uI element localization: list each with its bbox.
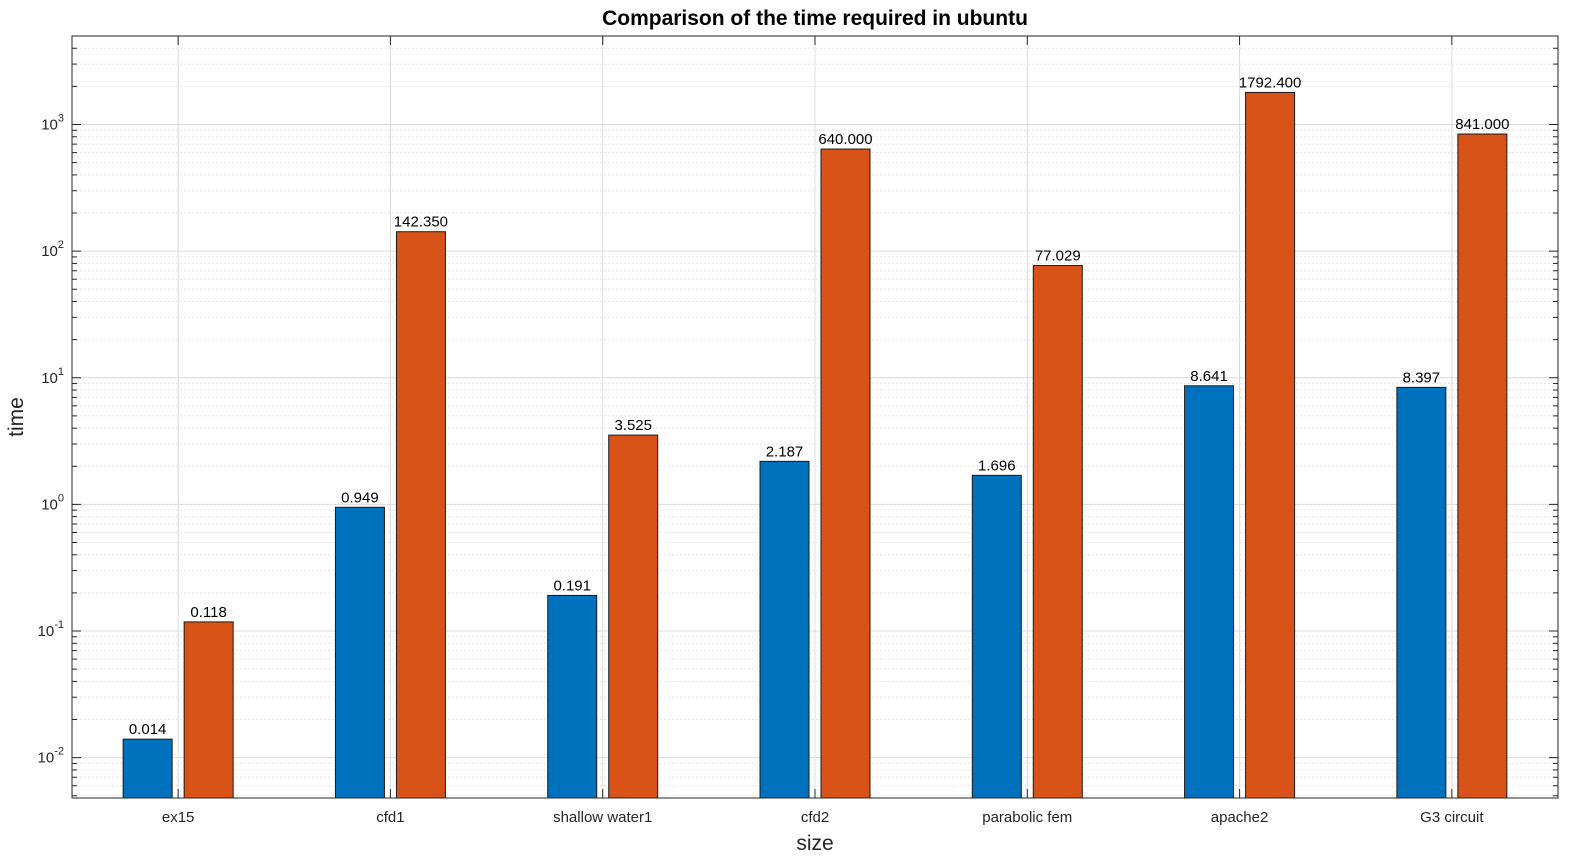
x-tick-label: cfd1: [376, 809, 404, 826]
y-tick-label: 103: [41, 113, 64, 134]
bar-value-label: 0.191: [553, 577, 591, 594]
bar: [1032, 264, 1083, 799]
bar: [334, 506, 385, 799]
y-axis-label: time: [5, 397, 28, 437]
bar-value-label: 1792.400: [1239, 74, 1302, 91]
bar: [1396, 386, 1447, 799]
bar: [183, 621, 234, 799]
bar: [759, 460, 810, 799]
bar-value-label: 640.000: [818, 131, 872, 148]
bar: [820, 148, 871, 799]
bar-value-label: 0.118: [190, 604, 226, 621]
bar-value-label: 8.641: [1190, 368, 1228, 385]
bar-value-label: 8.397: [1403, 369, 1441, 386]
y-tick-label: 102: [41, 239, 64, 260]
y-tick-label: 100: [41, 492, 64, 513]
bar: [122, 738, 173, 799]
x-axis-label: size: [796, 832, 833, 855]
bar-value-label: 142.350: [394, 214, 448, 231]
x-tick-label: shallow water1: [553, 809, 652, 826]
data-labels: 0.014 0.949 0.191 2.187 1.696 8.641 8.397 0.118…: [129, 74, 1510, 738]
bar-value-label: 841.000: [1455, 116, 1509, 133]
x-tick-label: cfd2: [801, 809, 829, 826]
bar: [1184, 385, 1235, 799]
bar-value-label: 0.014: [129, 721, 167, 738]
y-tick-label: 10-1: [38, 619, 64, 640]
x-tick-label: parabolic fem: [982, 809, 1072, 826]
bar: [1245, 91, 1296, 799]
y-tick-label: 101: [41, 366, 64, 387]
bar-value-label: 0.949: [341, 489, 379, 506]
bar: [395, 231, 446, 799]
ticks: 10-2 10-1 100 101 102 103 ex15 cfd1 shallow wate…: [38, 35, 1558, 826]
bar: [1457, 133, 1508, 799]
chart-title: Comparison of the time required in ubunt…: [602, 7, 1028, 30]
bar: [547, 594, 598, 799]
bar-value-label: 1.696: [978, 457, 1016, 474]
x-tick-label: apache2: [1211, 809, 1269, 826]
bar-value-label: 2.187: [766, 443, 804, 460]
bar: [608, 434, 659, 799]
bar: [971, 474, 1022, 799]
x-tick-label: G3 circuit: [1420, 809, 1484, 826]
grid: [72, 35, 1558, 798]
y-tick-label: 10-2: [38, 746, 64, 767]
bar-value-label: 3.525: [614, 417, 652, 434]
bar-value-label: 77.029: [1035, 247, 1081, 264]
bars: [122, 91, 1508, 799]
x-tick-label: ex15: [162, 809, 195, 826]
